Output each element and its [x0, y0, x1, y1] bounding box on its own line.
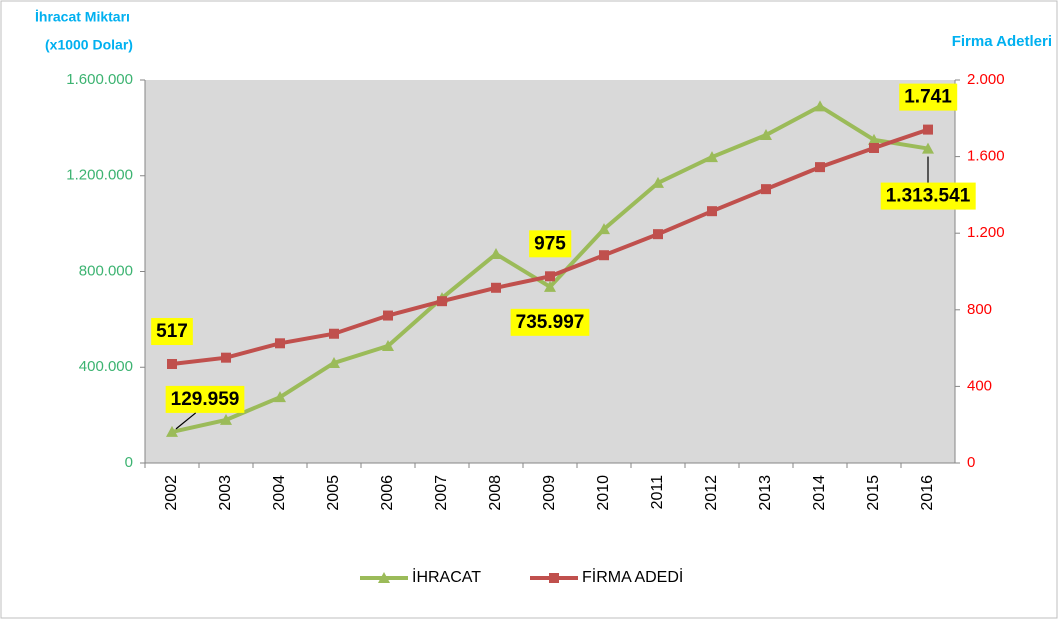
point: [275, 338, 285, 349]
point: [652, 176, 664, 188]
data-label-box: [899, 83, 958, 111]
legend-label: İHRACAT: [412, 567, 481, 586]
data-label-box: [165, 385, 245, 413]
point: [815, 162, 825, 173]
y-axis-title: İhracat Miktarı: [35, 9, 130, 25]
data-label: 735.997: [516, 312, 585, 333]
data-label: 517: [156, 321, 188, 342]
point: [437, 296, 447, 307]
x-tick-label: 2013: [757, 475, 774, 511]
legend-label: FİRMA ADEDİ: [582, 567, 683, 586]
point: [653, 229, 663, 240]
point: [166, 425, 178, 437]
x-tick-label: 2012: [703, 475, 720, 511]
point: [491, 282, 501, 293]
point: [814, 100, 826, 112]
point: [221, 352, 231, 363]
point: [274, 391, 286, 403]
point: [761, 184, 771, 195]
x-tick-label: 2005: [325, 475, 342, 511]
point: [329, 328, 339, 339]
point: [923, 124, 933, 135]
x-tick-label: 2003: [217, 475, 234, 511]
point: [706, 151, 718, 163]
y2-tick-label: 800: [967, 301, 992, 318]
x-tick-label: 2014: [811, 475, 828, 511]
point: [490, 248, 502, 260]
point: [545, 271, 555, 282]
x-tick-label: 2015: [865, 475, 882, 511]
x-tick-label: 2002: [163, 475, 180, 511]
point: [328, 356, 340, 368]
point: [868, 133, 880, 145]
y2-tick-label: 400: [967, 377, 992, 394]
x-tick-label: 2016: [919, 475, 936, 511]
x-tick-label: 2010: [595, 475, 612, 511]
point: [598, 223, 610, 235]
data-label: 1.313.541: [886, 186, 971, 207]
y-axis-title: (x1000 Dolar): [45, 37, 133, 53]
data-label-box: [510, 308, 590, 336]
y2-tick-label: 2.000: [967, 71, 1005, 88]
point: [599, 250, 609, 261]
y-tick-label: 0: [125, 454, 133, 471]
x-tick-label: 2011: [649, 475, 666, 510]
data-label: 975: [534, 233, 566, 254]
legend-marker: [549, 573, 559, 583]
point: [220, 413, 232, 425]
point: [869, 142, 879, 153]
data-label-box: [529, 230, 572, 258]
legend-marker: [378, 572, 390, 583]
y-tick-label: 1.600.000: [66, 71, 133, 88]
point: [382, 339, 394, 351]
y2-axis-title: Firma Adetleri: [952, 33, 1052, 50]
data-label-box: [151, 318, 193, 346]
y-tick-label: 400.000: [79, 358, 133, 375]
point: [167, 358, 177, 369]
x-tick-label: 2008: [487, 475, 504, 511]
data-label: 129.959: [171, 389, 240, 410]
y-tick-label: 1.200.000: [66, 167, 133, 184]
label-arrow: [175, 412, 197, 430]
point: [922, 142, 934, 154]
x-tick-label: 2004: [271, 475, 288, 511]
x-tick-label: 2006: [379, 475, 396, 511]
y2-tick-label: 1.200: [967, 224, 1005, 241]
point: [544, 280, 556, 292]
y-tick-label: 800.000: [79, 262, 133, 279]
data-label-box: [880, 182, 976, 210]
y2-tick-label: 0: [967, 454, 975, 471]
x-tick-label: 2009: [541, 475, 558, 511]
point: [760, 129, 772, 141]
data-label: 1.741: [904, 87, 952, 108]
point: [707, 206, 717, 217]
y2-tick-label: 1.600: [967, 148, 1005, 165]
x-tick-label: 2007: [433, 475, 450, 511]
point: [383, 310, 393, 321]
